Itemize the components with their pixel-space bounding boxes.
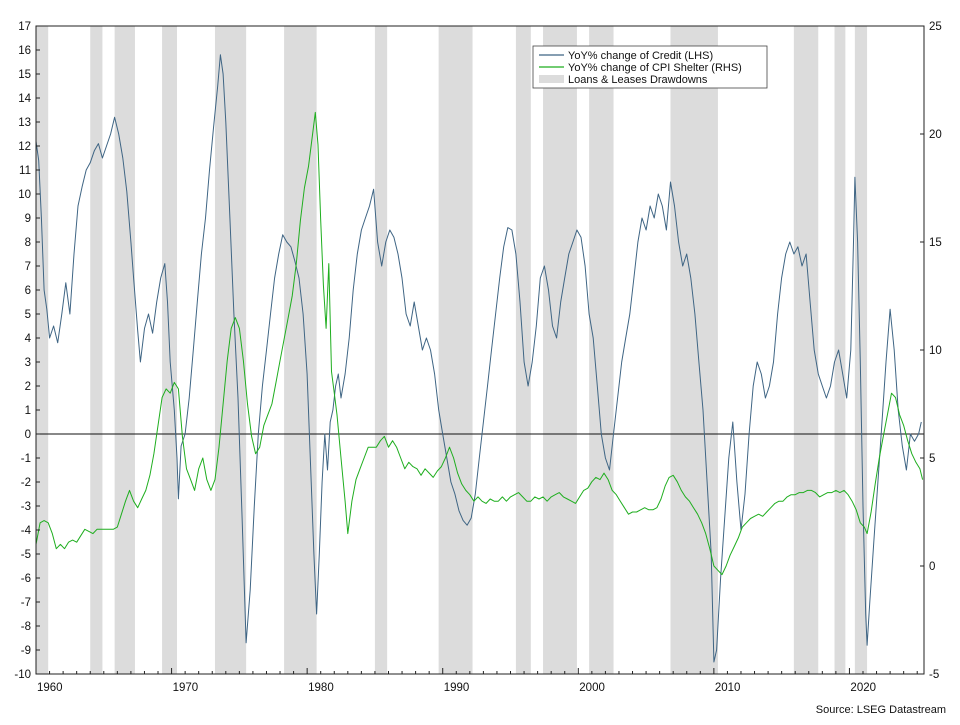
y-left-tick-label: -10 [14, 669, 31, 681]
y-right-tick-label: 0 [929, 561, 935, 573]
legend-box [532, 45, 768, 89]
y-left-tick-label: 9 [25, 213, 31, 225]
drawdown-band-10 [589, 26, 614, 674]
y-left-tick-label: 16 [18, 45, 31, 57]
y-right-tick-label: 15 [929, 237, 942, 249]
y-right-tick-label: -5 [929, 669, 939, 681]
x-tick-label: 2000 [579, 682, 605, 694]
y-left-tick-label: 2 [25, 381, 31, 393]
y-right-tick-label: 10 [929, 345, 942, 357]
legend-drawdowns-label: Loans & Leases Drawdowns [568, 74, 708, 86]
y-right-tick-label: 25 [929, 21, 942, 33]
drawdown-band-9 [543, 26, 577, 674]
legend: YoY% change of Credit (LHS) YoY% change … [532, 45, 768, 89]
shelter-series-line [35, 111, 924, 576]
legend-credit-label: YoY% change of Credit (LHS) [568, 50, 713, 62]
y-left-tick-label: 15 [18, 69, 31, 81]
credit-series-line [35, 54, 922, 663]
y-left-tick-label: -4 [21, 525, 32, 537]
y-left-tick-label: -2 [21, 477, 31, 489]
drawdown-band-0 [36, 26, 49, 674]
y-left-tick-label: -1 [21, 453, 31, 465]
x-tick-label: 1960 [37, 682, 63, 694]
y-right-tick-label: 20 [929, 129, 942, 141]
drawdown-band-11 [670, 26, 718, 674]
legend-shelter-label: YoY% change of CPI Shelter (RHS) [568, 62, 742, 74]
x-tick-label: 1990 [444, 682, 470, 694]
y-left-tick-label: 3 [25, 357, 31, 369]
y-left-tick-label: 0 [25, 429, 31, 441]
x-tick-label: 2010 [715, 682, 741, 694]
y-left-tick-label: 14 [18, 93, 31, 105]
x-tick-label: 1980 [308, 682, 334, 694]
legend-drawdowns-swatch [539, 75, 564, 83]
axes-group: -10-9-8-7-6-5-4-3-2-10123456789101112131… [14, 21, 941, 694]
drawdown-band-6 [374, 26, 388, 674]
y-left-tick-label: 1 [25, 405, 31, 417]
y-left-tick-label: -3 [21, 501, 31, 513]
drawdown-band-13 [834, 26, 846, 674]
source-label: Source: LSEG Datastream [816, 704, 946, 716]
drawdown-band-2 [114, 26, 135, 674]
y-left-tick-label: 17 [18, 21, 31, 33]
y-right-tick-label: 5 [929, 453, 935, 465]
y-left-tick-label: 4 [25, 333, 32, 345]
y-left-tick-label: 10 [18, 189, 31, 201]
y-left-tick-label: 7 [25, 261, 31, 273]
series-group [35, 54, 924, 663]
x-tick-label: 1970 [173, 682, 199, 694]
y-left-tick-label: 8 [25, 237, 31, 249]
y-left-tick-label: -8 [21, 621, 31, 633]
y-left-tick-label: 11 [19, 165, 31, 177]
y-left-tick-label: 6 [25, 285, 31, 297]
drawdown-band-1 [90, 26, 103, 674]
drawdown-band-7 [438, 26, 473, 674]
y-left-tick-label: -9 [21, 645, 31, 657]
drawdown-band-5 [284, 26, 317, 674]
y-left-tick-label: 13 [18, 117, 31, 129]
y-left-tick-label: -6 [21, 573, 31, 585]
drawdown-band-14 [854, 26, 868, 674]
y-left-tick-label: -7 [21, 597, 31, 609]
y-left-tick-label: 5 [25, 309, 31, 321]
x-tick-label: 2020 [850, 682, 876, 694]
y-left-tick-label: -5 [21, 549, 31, 561]
shaded-bands-group [36, 26, 868, 674]
drawdown-band-4 [214, 26, 247, 674]
y-left-tick-label: 12 [18, 141, 31, 153]
